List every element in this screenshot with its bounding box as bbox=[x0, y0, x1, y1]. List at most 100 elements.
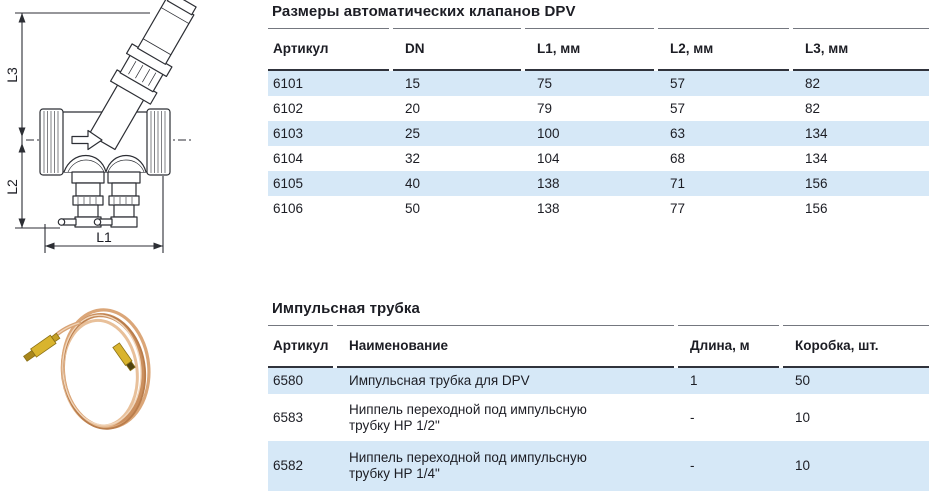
content-column: Размеры автоматических клапанов DPV Арти… bbox=[268, 0, 929, 491]
cell-article: 6104 bbox=[273, 150, 304, 166]
table-row: 6103 25 100 63 134 bbox=[268, 121, 929, 146]
cell-l3: 156 bbox=[805, 200, 828, 216]
column-header: Наименование bbox=[349, 338, 449, 353]
dim-label-l1: L1 bbox=[96, 229, 112, 245]
rule-segment bbox=[268, 69, 393, 71]
cell-name: Ниппель переходной под импульсную трубку… bbox=[337, 402, 678, 434]
connector-left bbox=[39, 108, 64, 176]
rule-segment bbox=[525, 28, 658, 29]
header-rule bbox=[268, 69, 929, 71]
cell-l3: 134 bbox=[805, 125, 828, 141]
cell-article: 6105 bbox=[273, 175, 304, 191]
cell-article: 6580 bbox=[273, 373, 304, 388]
cell-l1: 100 bbox=[537, 125, 560, 141]
cell-dn: 32 bbox=[405, 150, 421, 166]
rule-segment bbox=[268, 28, 393, 29]
cell-article: 6106 bbox=[273, 200, 304, 216]
flow-arrow bbox=[71, 129, 103, 151]
cell-box-qty: 10 bbox=[795, 409, 811, 425]
product-name: Ниппель переходной под импульсную трубку… bbox=[349, 401, 587, 433]
rule-segment bbox=[525, 69, 658, 71]
cell-box-qty: 10 bbox=[795, 458, 811, 473]
table2-header-row: Артикул Наименование Длина, м Коробка, ш… bbox=[268, 326, 929, 366]
cell-article: 6103 bbox=[273, 125, 304, 141]
table1-header-row: Артикул DN L1, мм L2, мм L3, мм bbox=[268, 29, 929, 69]
column-header: L2, мм bbox=[670, 41, 714, 56]
cell-l1: 138 bbox=[537, 200, 560, 216]
cell-l2: 68 bbox=[670, 150, 686, 166]
rule-segment bbox=[393, 28, 525, 29]
rule-segment bbox=[658, 28, 793, 29]
table-row: 6582 Ниппель переходной под импульсную т… bbox=[268, 441, 929, 491]
cell-length: - bbox=[690, 409, 695, 425]
dim-label-l2: L2 bbox=[4, 179, 20, 195]
cell-l1: 138 bbox=[537, 175, 560, 191]
section-impulse-tube: Импульсная трубка Артикул Наименование Д… bbox=[268, 300, 929, 491]
rule-segment bbox=[268, 325, 337, 326]
cell-dn: 20 bbox=[405, 100, 421, 116]
cell-l3: 82 bbox=[805, 75, 821, 91]
column-header: Коробка, шт. bbox=[795, 338, 879, 353]
brass-fitting-right bbox=[112, 342, 136, 372]
table-row: 6105 40 138 71 156 bbox=[268, 171, 929, 196]
section1-title: Размеры автоматических клапанов DPV bbox=[272, 3, 576, 20]
rule-segment bbox=[268, 366, 337, 368]
table-row: 6104 32 104 68 134 bbox=[268, 146, 929, 171]
cell-l2: 77 bbox=[670, 200, 686, 216]
connector-right bbox=[146, 108, 171, 176]
cell-article: 6583 bbox=[273, 409, 304, 425]
impulse-tube-svg bbox=[23, 308, 151, 430]
rule-segment bbox=[337, 366, 678, 368]
valve-dimension-drawing: L3 L2 L1 bbox=[0, 0, 262, 268]
table-row: 6102 20 79 57 82 bbox=[268, 96, 929, 121]
rule-segment bbox=[337, 325, 678, 326]
rule-segment bbox=[658, 69, 793, 71]
cell-l2: 71 bbox=[670, 175, 686, 191]
rule-segment bbox=[793, 69, 929, 71]
tube-coil bbox=[48, 308, 151, 430]
cell-article: 6101 bbox=[273, 75, 304, 91]
brass-fitting-left bbox=[23, 332, 61, 362]
rule-segment bbox=[783, 366, 929, 368]
cell-box-qty: 50 bbox=[795, 373, 811, 388]
dimension-arrows bbox=[18, 13, 163, 250]
header-rule bbox=[268, 366, 929, 368]
cell-dn: 40 bbox=[405, 175, 421, 191]
rule-segment bbox=[793, 28, 929, 29]
cell-length: 1 bbox=[690, 373, 698, 388]
column-header: Артикул bbox=[273, 41, 329, 56]
table-row: 6101 15 75 57 82 bbox=[268, 71, 929, 96]
cell-dn: 15 bbox=[405, 75, 421, 91]
column-header: L3, мм bbox=[805, 41, 849, 56]
cell-length: - bbox=[690, 458, 695, 473]
cell-l3: 82 bbox=[805, 100, 821, 116]
dim-label-l3: L3 bbox=[4, 67, 20, 83]
cell-l3: 134 bbox=[805, 150, 828, 166]
valve-body bbox=[39, 0, 197, 228]
rule-segment bbox=[393, 69, 525, 71]
title-rule bbox=[268, 28, 929, 29]
cell-l1: 104 bbox=[537, 150, 560, 166]
cell-l1: 75 bbox=[537, 75, 553, 91]
section2-title: Импульсная трубка bbox=[272, 300, 420, 317]
rule-segment bbox=[783, 325, 929, 326]
cell-l3: 156 bbox=[805, 175, 828, 191]
column-header: DN bbox=[405, 41, 425, 56]
cell-article: 6582 bbox=[273, 458, 304, 473]
test-port-left bbox=[57, 171, 105, 228]
valve-drawing-svg: L3 L2 L1 bbox=[4, 0, 197, 253]
cell-article: 6102 bbox=[273, 100, 304, 116]
cell-l2: 57 bbox=[670, 75, 686, 91]
impulse-tube-photo bbox=[15, 293, 235, 493]
cell-name: Ниппель переходной под импульсную трубку… bbox=[337, 450, 678, 482]
cell-l2: 63 bbox=[670, 125, 686, 141]
test-port-right bbox=[93, 171, 141, 228]
product-name: Импульсная трубка для DPV bbox=[349, 373, 530, 388]
cell-dn: 25 bbox=[405, 125, 421, 141]
cell-dn: 50 bbox=[405, 200, 421, 216]
column-header: Артикул bbox=[273, 338, 329, 353]
column-header: Длина, м bbox=[690, 338, 750, 353]
title-rule bbox=[268, 325, 929, 326]
actuator-cartridge bbox=[88, 0, 197, 151]
